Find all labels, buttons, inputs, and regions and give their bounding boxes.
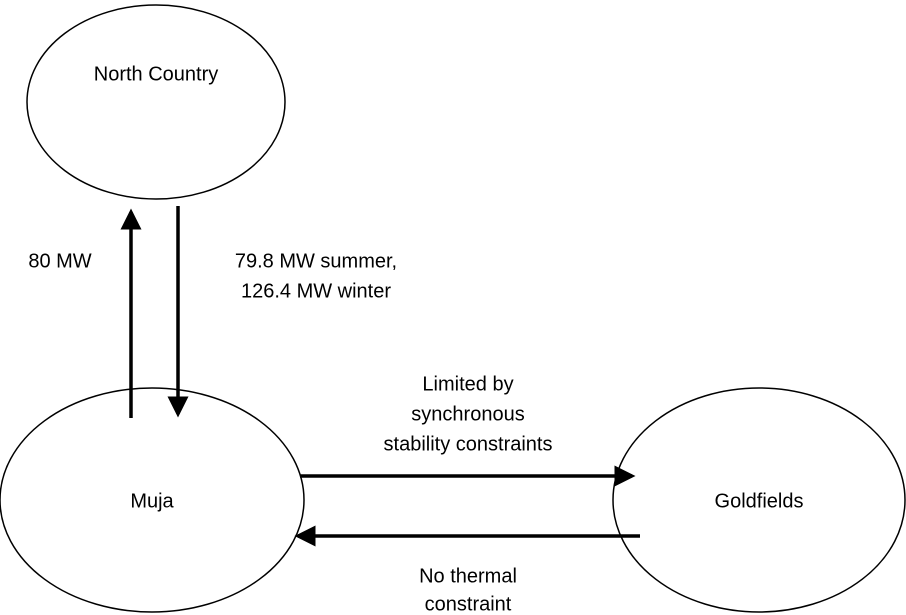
- edge-label: 80 MW: [28, 250, 91, 272]
- edge-label: constraint: [425, 593, 512, 615]
- node-north-country: [26, 4, 286, 200]
- edge-label: Limited by: [422, 373, 513, 395]
- edge-label: 126.4 MW winter: [241, 280, 391, 302]
- node-label: North Country: [94, 63, 219, 85]
- edge-label: synchronous: [411, 403, 524, 425]
- node-label: Muja: [130, 490, 174, 512]
- edge-label: No thermal: [419, 565, 517, 587]
- edge-label: stability constraints: [384, 433, 553, 455]
- node-muja: [0, 387, 305, 613]
- node-label: Goldfields: [715, 490, 804, 512]
- node-goldfields: [612, 387, 906, 613]
- edge-label: 79.8 MW summer,: [235, 250, 397, 272]
